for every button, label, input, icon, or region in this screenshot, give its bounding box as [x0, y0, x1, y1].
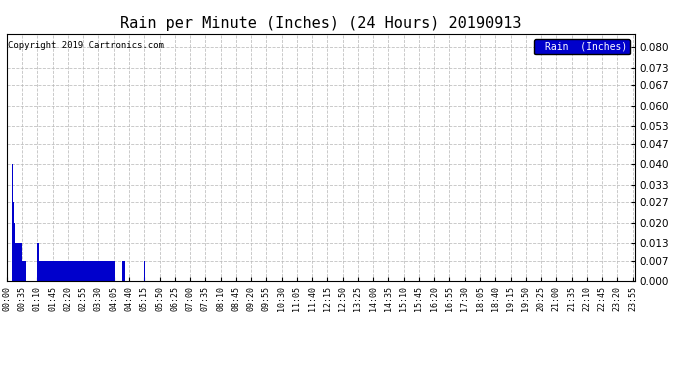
Title: Rain per Minute (Inches) (24 Hours) 20190913: Rain per Minute (Inches) (24 Hours) 2019… [120, 16, 522, 31]
Legend: Rain  (Inches): Rain (Inches) [534, 39, 630, 54]
Text: Copyright 2019 Cartronics.com: Copyright 2019 Cartronics.com [8, 41, 164, 50]
